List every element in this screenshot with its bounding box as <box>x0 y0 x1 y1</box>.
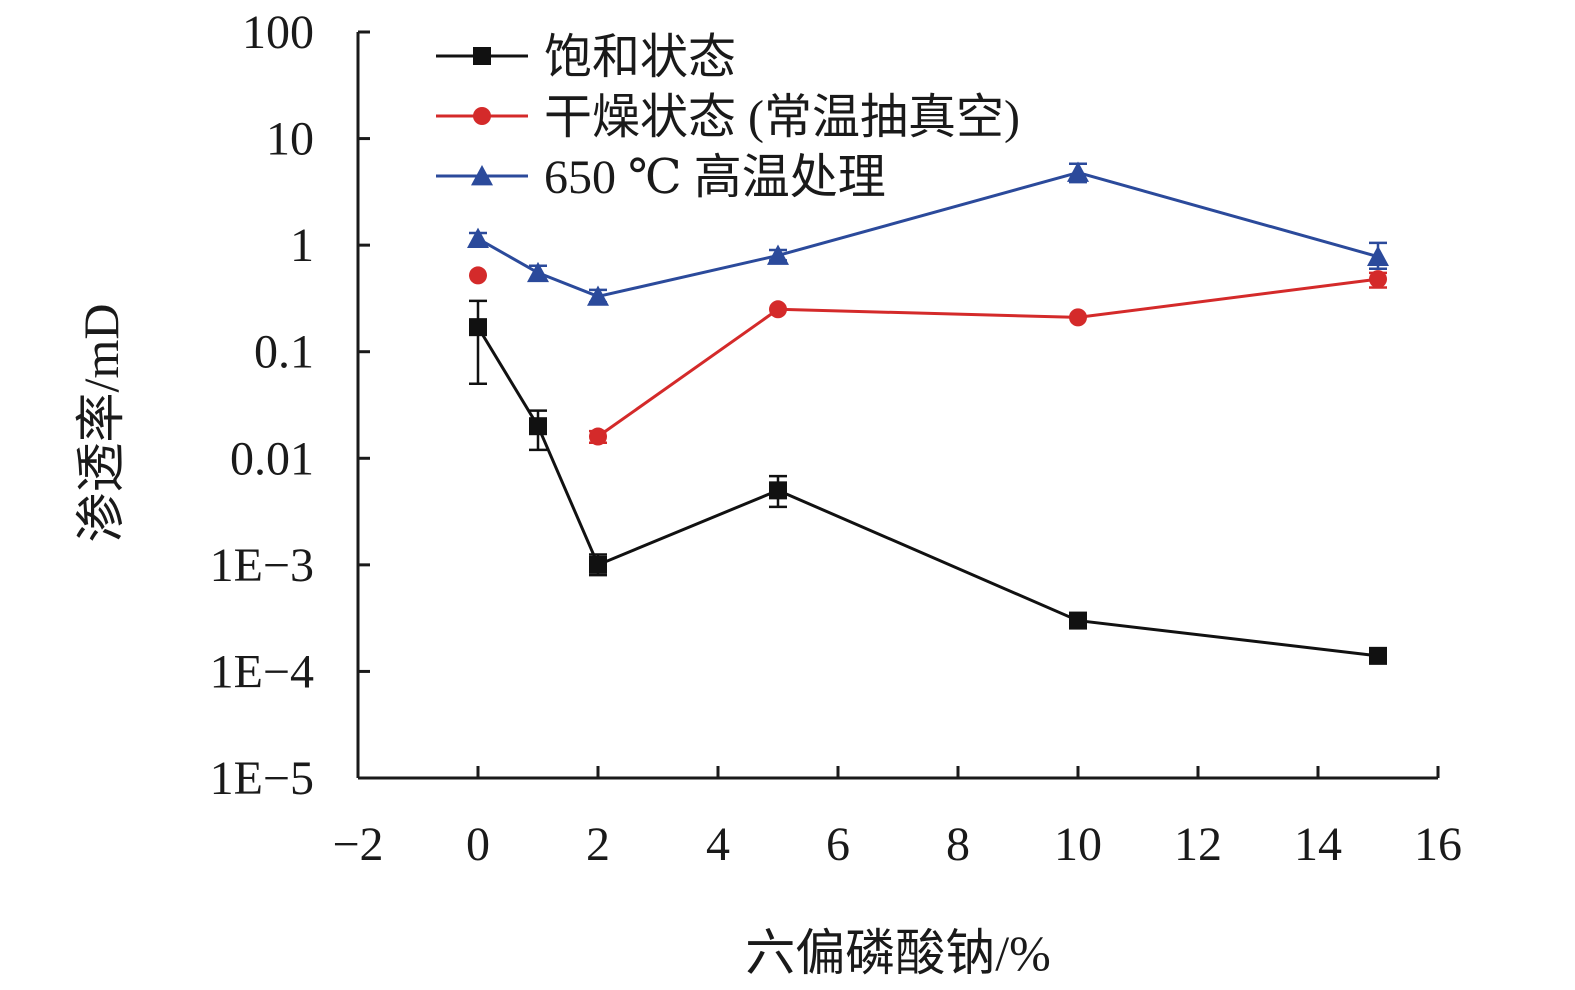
legend-entry: 650 ℃ 高温处理 <box>436 151 886 204</box>
y-tick-label: 100 <box>242 6 314 59</box>
legend-label: 干燥状态 (常温抽真空) <box>544 91 1020 144</box>
plot-series <box>467 161 1389 665</box>
legend-entry: 干燥状态 (常温抽真空) <box>436 91 1020 144</box>
y-tick-label: 1E−5 <box>210 752 314 805</box>
x-tick-label: 14 <box>1294 818 1342 871</box>
x-tick-label: 10 <box>1054 818 1102 871</box>
legend-swatch-marker <box>473 107 491 125</box>
legend-label: 650 ℃ 高温处理 <box>544 151 886 204</box>
axes <box>356 32 1438 780</box>
data-point <box>469 266 487 285</box>
data-point <box>769 300 787 319</box>
x-axis-ticks: −2 0 2 4 6 8 10 12 14 16 <box>332 766 1462 871</box>
data-point <box>1367 245 1389 266</box>
series-line <box>477 170 1379 299</box>
data-point <box>1369 646 1387 665</box>
data-point <box>767 244 789 265</box>
x-tick-label: 2 <box>586 818 610 871</box>
x-tick-label: 0 <box>466 818 490 871</box>
y-tick-label: 0.01 <box>230 432 314 485</box>
x-tick-label: 6 <box>826 818 850 871</box>
data-point <box>1069 308 1087 327</box>
y-tick-label: 10 <box>266 113 314 166</box>
legend-label: 饱和状态 <box>544 31 736 84</box>
series-1 <box>469 299 1387 665</box>
legend-entry: 饱和状态 <box>436 31 736 84</box>
y-axis-ticks: 1E−5 1E−4 1E−3 0.01 0.1 1 10 100 <box>210 6 370 805</box>
legend-swatch-marker <box>473 47 491 65</box>
legend-swatch-marker <box>471 165 493 186</box>
data-point <box>529 417 547 436</box>
data-point <box>469 318 487 337</box>
x-tick-label: 8 <box>946 818 970 871</box>
data-point <box>1067 161 1089 182</box>
data-point <box>587 285 609 306</box>
y-tick-label: 1E−4 <box>210 645 314 698</box>
y-tick-label: 1E−3 <box>210 539 314 592</box>
data-point <box>527 261 549 283</box>
series-line <box>597 277 1379 438</box>
y-tick-label: 1 <box>290 219 314 272</box>
y-tick-label: 0.1 <box>254 326 314 379</box>
x-tick-label: −2 <box>332 818 383 871</box>
series-line <box>476 326 1379 658</box>
data-point <box>769 481 787 500</box>
y-axis-title: 渗透率/mD <box>73 304 129 543</box>
data-point <box>589 555 607 574</box>
x-tick-label: 16 <box>1414 818 1462 871</box>
data-point <box>1369 270 1387 289</box>
data-point <box>589 427 607 446</box>
x-axis-title: 六偏磷酸钠/% <box>745 925 1051 981</box>
series-2 <box>469 266 1387 446</box>
x-tick-label: 4 <box>706 818 730 871</box>
x-tick-label: 12 <box>1174 818 1222 871</box>
data-point <box>1069 611 1087 630</box>
data-point <box>467 227 489 249</box>
series-3 <box>467 161 1389 306</box>
